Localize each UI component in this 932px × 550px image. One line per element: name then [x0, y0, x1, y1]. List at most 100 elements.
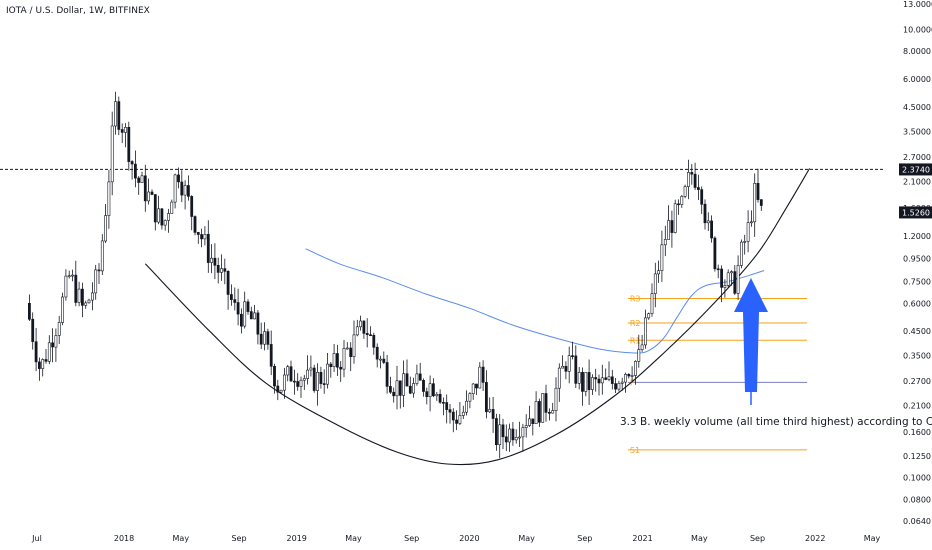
candle-body [726, 272, 730, 286]
y-tick-label: 0.9500 [903, 255, 931, 264]
x-tick-label: 2020 [459, 534, 479, 543]
candle-body [686, 172, 690, 187]
candle-body [471, 383, 475, 394]
candle-body [521, 427, 525, 438]
candle-body [379, 358, 382, 361]
candle-body [236, 302, 240, 315]
candle-body [130, 161, 134, 165]
resistance-price-tag-box [899, 163, 932, 176]
candle-body [180, 181, 184, 196]
candle-body [524, 425, 528, 428]
candle-body [375, 346, 379, 360]
candle-body [134, 163, 137, 179]
candle-body [163, 220, 167, 226]
candle-body [710, 220, 714, 239]
moving-average-line [305, 248, 765, 354]
candle-body [670, 220, 674, 233]
candle-body [339, 366, 343, 370]
candle-body [187, 185, 190, 197]
candle-body [428, 383, 432, 398]
candle-body [614, 383, 618, 390]
y-tick-label: 0.1250 [903, 452, 931, 461]
candle-body [299, 379, 303, 387]
candle-body [319, 371, 323, 384]
candle-body [577, 371, 581, 384]
candle-body [435, 393, 439, 397]
candle-body [640, 344, 644, 350]
candle-body [206, 234, 210, 263]
y-tick-label: 2.1000 [903, 177, 931, 186]
candle-body [382, 358, 386, 363]
candle-body [263, 331, 267, 345]
candle-body [47, 342, 51, 362]
candle-body [650, 293, 654, 315]
candle-body [326, 363, 329, 385]
candle-body [388, 386, 392, 393]
candle-body [177, 174, 180, 183]
candle-body [94, 269, 98, 294]
candle-body [475, 383, 478, 389]
candle-body [81, 288, 84, 306]
candle-body [77, 288, 81, 303]
candle-body [289, 366, 293, 382]
pivot-label-p: P [630, 378, 635, 387]
candle-body [37, 361, 41, 369]
candle-body [498, 424, 502, 445]
candle-body [173, 174, 177, 203]
candle-body [607, 376, 611, 380]
candle-body [620, 381, 624, 384]
pivot-label-r3: R3 [630, 295, 641, 304]
candle-body [531, 418, 535, 424]
candle-body [196, 232, 200, 235]
candle-body [279, 389, 283, 393]
candle-body [97, 269, 101, 272]
candle-body [610, 376, 614, 384]
candle-body [541, 393, 545, 423]
x-tick-label: Jul [31, 534, 42, 543]
candle-body [488, 409, 492, 413]
candle-body [660, 244, 664, 272]
candle-body [749, 221, 753, 224]
candle-body [647, 313, 651, 319]
candle-body [405, 373, 409, 387]
candle-body [597, 378, 601, 384]
candle-body [677, 203, 680, 206]
candle-body [544, 393, 548, 413]
candle-body [554, 387, 558, 411]
x-tick-label: Sep [404, 534, 419, 543]
candle-body [243, 301, 247, 327]
candle-body [713, 237, 717, 270]
candle-body [137, 177, 141, 183]
candle-body [518, 436, 521, 439]
candle-body [557, 367, 561, 389]
candle-body [57, 322, 61, 336]
candle-body [465, 400, 469, 413]
candle-body [160, 208, 164, 226]
candle-body [461, 411, 465, 416]
candle-body [617, 382, 621, 390]
candle-body [91, 292, 94, 301]
candle-body [484, 382, 488, 413]
candle-body [627, 373, 631, 377]
candle-body [362, 320, 366, 334]
candle-body [167, 213, 170, 221]
candle-body [345, 347, 349, 350]
candle-body [494, 418, 498, 446]
candle-body [733, 271, 737, 294]
candle-body [269, 344, 273, 367]
pivot-label-s1: S1 [630, 446, 640, 455]
candle-body [743, 241, 747, 243]
candle-body [230, 294, 233, 300]
candle-body [316, 371, 319, 391]
candle-body [706, 220, 710, 224]
candle-body [673, 203, 677, 233]
candle-body [716, 268, 720, 271]
candle-body [104, 215, 108, 242]
candle-body [210, 257, 214, 263]
last-price-tag-label: 1.5260 [902, 208, 930, 217]
candle-body [445, 402, 449, 410]
candle-body [253, 312, 257, 320]
candle-body [203, 234, 207, 240]
y-tick-label: 0.4500 [903, 327, 931, 336]
candle-body [329, 363, 333, 368]
